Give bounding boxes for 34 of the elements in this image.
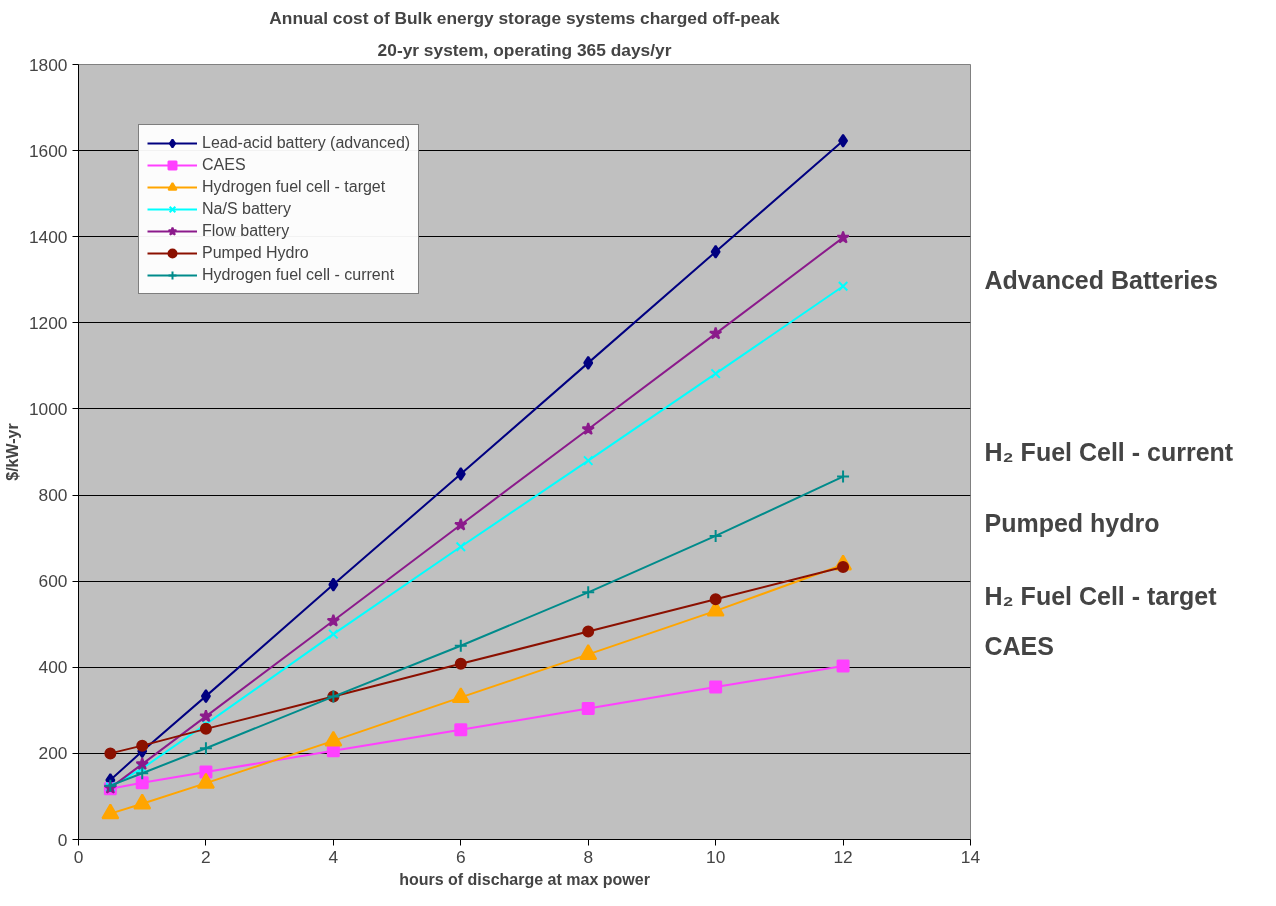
y-tick-label: 600 [38, 571, 68, 592]
x-axis-title: hours of discharge at max power [399, 870, 650, 888]
y-tick-label: 0 [57, 829, 68, 850]
legend-label: Na/S battery [202, 200, 291, 218]
legend-label: CAES [202, 156, 246, 174]
chart-subtitle: 20-yr system, operating 365 days/yr [377, 39, 672, 60]
text: CAES [984, 632, 1054, 661]
text: Advanced Batteries [984, 266, 1218, 295]
y-axis-title: $/kW-yr [3, 423, 21, 481]
x-tick-label: 14 [960, 846, 981, 867]
text: Pumped hydro [984, 509, 1160, 538]
legend-label: Pumped Hydro [202, 244, 309, 262]
y-tick-label: 1600 [28, 140, 68, 161]
y-tick-label: 400 [38, 657, 68, 678]
text: H₂ Fuel Cell - target [984, 581, 1218, 610]
x-tick-label: 8 [583, 846, 594, 867]
y-tick-label: 1000 [28, 398, 68, 419]
legend-label: Hydrogen fuel cell - current [202, 266, 395, 284]
x-tick-label: 2 [201, 846, 211, 867]
legend-label: Hydrogen fuel cell - target [202, 178, 386, 196]
text: H₂ Fuel Cell - current [984, 438, 1234, 466]
chart-title: Annual cost of Bulk energy storage systems charged off-peak [269, 7, 781, 28]
x-tick-label: 0 [73, 846, 84, 867]
y-tick-label: 200 [38, 743, 68, 764]
x-tick-label: 6 [455, 846, 466, 867]
x-tick-label: 10 [706, 846, 726, 867]
legend-label: Lead-acid battery (advanced) [202, 134, 411, 152]
x-tick-label: 4 [328, 846, 339, 867]
y-tick-label: 1400 [28, 226, 68, 247]
y-tick-label: 1800 [28, 54, 68, 75]
y-tick-label: 800 [38, 485, 68, 506]
legend-label: Flow battery [202, 222, 290, 240]
x-tick-label: 12 [833, 846, 853, 867]
y-tick-label: 1200 [28, 312, 68, 333]
